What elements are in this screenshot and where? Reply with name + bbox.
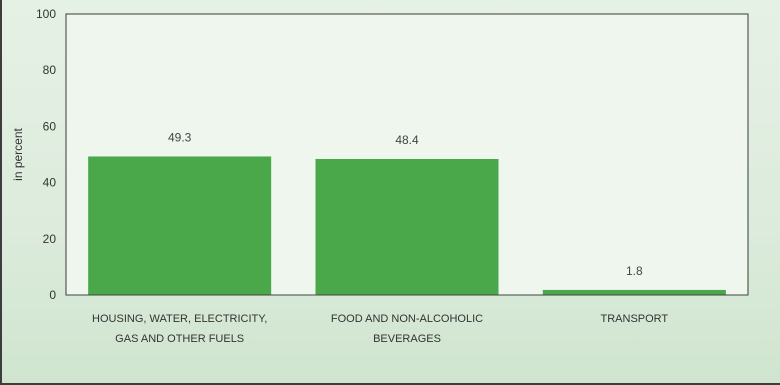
category-label: TRANSPORT xyxy=(601,313,669,325)
bars-group xyxy=(88,156,726,295)
y-tick-label: 100 xyxy=(36,7,56,21)
category-label: FOOD AND NON-ALCOHOLIC xyxy=(331,313,483,325)
bar xyxy=(315,158,499,295)
bar-value-label: 1.8 xyxy=(626,264,643,278)
y-tick-label: 80 xyxy=(43,63,57,77)
y-tick-label: 20 xyxy=(43,232,57,246)
bar xyxy=(542,289,726,295)
y-axis: 0 20 40 60 80 100 xyxy=(36,7,56,302)
y-axis-title: in percent xyxy=(11,127,25,180)
value-labels-group: 49.3 48.4 1.8 xyxy=(168,130,643,277)
x-axis: HOUSING, WATER, ELECTRICITY, GAS AND OTHE… xyxy=(92,313,668,345)
category-label: GAS AND OTHER FUELS xyxy=(115,333,244,345)
y-tick-label: 0 xyxy=(49,288,56,302)
y-tick-label: 40 xyxy=(43,176,57,190)
category-label: BEVERAGES xyxy=(373,333,441,345)
y-tick-label: 60 xyxy=(43,119,57,133)
category-label: HOUSING, WATER, ELECTRICITY, xyxy=(92,313,267,325)
bar-value-label: 48.4 xyxy=(395,133,419,147)
bar xyxy=(88,156,272,295)
bar-value-label: 49.3 xyxy=(168,130,192,144)
